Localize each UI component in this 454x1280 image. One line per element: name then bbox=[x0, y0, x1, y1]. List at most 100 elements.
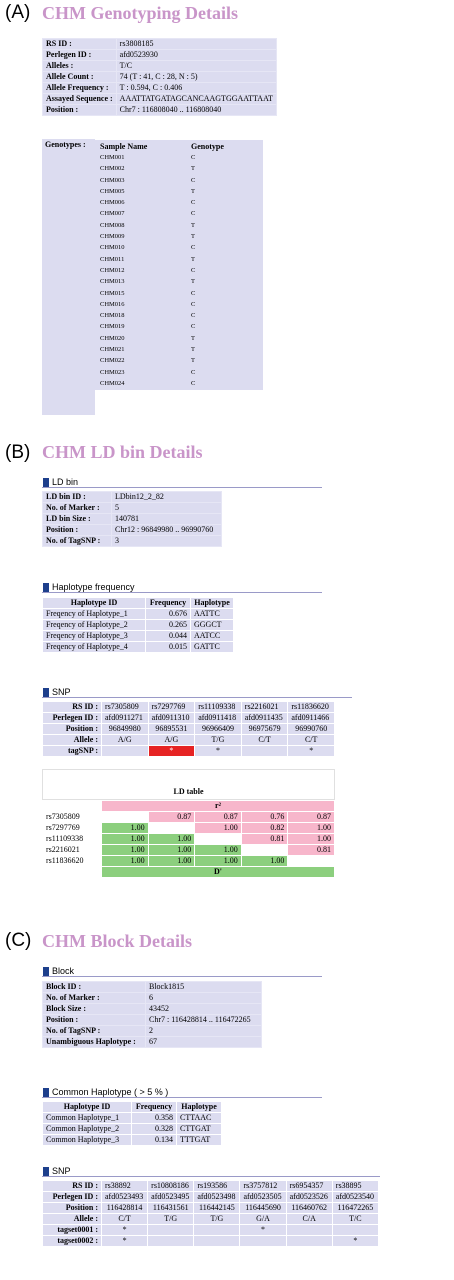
panel-b-title: CHM LD bin Details bbox=[42, 442, 203, 462]
genotypes-table: Sample Name Genotype CHM001 C CHM002 T CHM00… bbox=[95, 140, 263, 391]
ldbin-snp-heading: SNP bbox=[42, 687, 352, 698]
ld-dprime-value: 1.00 bbox=[148, 834, 195, 844]
column-header: Frequency bbox=[132, 1102, 176, 1112]
ld-row-name: rs2216021 bbox=[43, 845, 101, 855]
haplotype-sequence: CTTAAC bbox=[177, 1113, 221, 1123]
snp-row-label: Perlegen ID : bbox=[43, 713, 101, 723]
ld-corner bbox=[43, 801, 101, 811]
haplotype-id: Common Haplotype_3 bbox=[43, 1135, 131, 1145]
genotype-value: T bbox=[191, 357, 195, 365]
ld-r2-value: 0.87 bbox=[288, 812, 334, 822]
haplotype-sequence: AATCC bbox=[191, 631, 233, 641]
snp-row-label: tagset0002 : bbox=[43, 1236, 101, 1246]
genotype-row: CHM016 C bbox=[96, 300, 262, 310]
snp-value: rs38892 bbox=[102, 1181, 148, 1191]
snp-value bbox=[102, 746, 148, 756]
sample-name: CHM008 bbox=[100, 221, 125, 229]
ld-r2-value: 0.81 bbox=[288, 845, 334, 855]
info-row: Allele Count :74 (T : 41, C : 28, N : 5) bbox=[43, 72, 276, 82]
snp-value bbox=[194, 1225, 240, 1235]
genotype-value: C bbox=[191, 312, 196, 320]
ld-r2-value: 0.87 bbox=[148, 812, 195, 822]
info-label: Allele Frequency : bbox=[43, 83, 116, 93]
ld-row-name: rs7297769 bbox=[43, 823, 101, 833]
sample-name: CHM011 bbox=[100, 255, 125, 263]
ld-r2-value: 1.00 bbox=[288, 834, 334, 844]
snp-row: Position :116428814 116431561 116442145 116… bbox=[43, 1203, 378, 1213]
info-row: No. of Marker :6 bbox=[43, 993, 261, 1003]
header-row: Haplotype ID Frequency Haplotype bbox=[43, 598, 233, 608]
genotype-row: CHM013 T bbox=[96, 277, 262, 287]
snp-value: afd0911466 bbox=[288, 713, 334, 723]
snp-row-label: Position : bbox=[43, 724, 101, 734]
info-row: Allele Frequency :T : 0.594, C : 0.406 bbox=[43, 83, 276, 93]
ld-r2-header-row: r² bbox=[43, 801, 334, 811]
info-row: Position : Chr7 : 116428814 .. 116472265 bbox=[43, 1015, 261, 1025]
snp-row: Perlegen ID : afd0523493 afd0523495 afd0523… bbox=[43, 1192, 378, 1202]
info-label: No. of Marker : bbox=[43, 993, 145, 1003]
column-header: Haplotype ID bbox=[43, 1102, 131, 1112]
common-haplotype-heading: Common Haplotype ( > 5 % ) bbox=[42, 1087, 322, 1098]
genotyping-info-table: RS ID : rs3808185 Perlegen ID : afd0523930 A… bbox=[42, 38, 277, 116]
info-value: Chr7 : 116808040 .. 116808040 bbox=[116, 105, 276, 115]
ld-row: rs7305809 0.87 0.87 0.76 0.87 bbox=[43, 812, 334, 822]
info-value: 5 bbox=[112, 503, 221, 513]
snp-value: 116431561 bbox=[148, 1203, 194, 1213]
genotype-row: CHM022 T bbox=[96, 356, 262, 366]
ld-diagonal bbox=[102, 812, 148, 822]
sample-name: CHM009 bbox=[100, 233, 125, 241]
ld-dprime-value: 1.00 bbox=[148, 856, 195, 866]
info-row: Block ID : Block1815 bbox=[43, 982, 261, 992]
snp-value bbox=[332, 1225, 378, 1235]
snp-value: T/C bbox=[332, 1214, 378, 1224]
info-value: Block1815 bbox=[146, 982, 261, 992]
ld-dprime-value: 1.00 bbox=[102, 834, 148, 844]
genotype-header: Genotype bbox=[187, 141, 262, 152]
sample-name: CHM003 bbox=[100, 176, 125, 184]
snp-value: T/G bbox=[148, 1214, 194, 1224]
sample-name: CHM013 bbox=[100, 278, 125, 286]
genotype-value: C bbox=[191, 300, 196, 308]
genotype-value: C bbox=[191, 368, 196, 376]
snp-value bbox=[148, 1225, 194, 1235]
ld-dprime-value: 1.00 bbox=[195, 856, 241, 866]
haplotype-frequency-table: Haplotype ID Frequency Haplotype Freqency o… bbox=[42, 597, 234, 653]
panel-a-letter: (A) bbox=[5, 2, 31, 23]
snp-row: RS ID : rs38892 rs10808186 rs193586 rs375781… bbox=[43, 1181, 378, 1191]
info-label: RS ID : bbox=[43, 39, 116, 49]
ld-dprime-footer: D' bbox=[102, 867, 334, 877]
genotype-value: T bbox=[191, 334, 195, 342]
common-haplotype-row: Common Haplotype_1 0.358 CTTAAC bbox=[43, 1113, 221, 1123]
snp-value: 116442145 bbox=[194, 1203, 240, 1213]
snp-value: 116445690 bbox=[240, 1203, 286, 1213]
column-header: Frequency bbox=[146, 598, 190, 608]
snp-value: 96895531 bbox=[148, 724, 195, 734]
info-value: LDbin12_2_82 bbox=[112, 492, 221, 502]
snp-row-label: tagset0001 : bbox=[43, 1225, 101, 1235]
haplotype-id: Common Haplotype_1 bbox=[43, 1113, 131, 1123]
snp-value: * bbox=[148, 746, 195, 756]
snp-value: * bbox=[332, 1236, 378, 1246]
ld-r2-value: 1.00 bbox=[195, 823, 241, 833]
genotype-row: CHM008 T bbox=[96, 221, 262, 231]
block-snp-table: RS ID : rs38892 rs10808186 rs193586 rs375781… bbox=[42, 1180, 379, 1247]
ld-corner bbox=[43, 867, 101, 877]
info-value: Chr7 : 116428814 .. 116472265 bbox=[146, 1015, 261, 1025]
genotype-value: T bbox=[191, 187, 195, 195]
info-value: T : 0.594, C : 0.406 bbox=[116, 83, 276, 93]
haplotype-sequence: GATTC bbox=[191, 642, 233, 652]
genotype-row: CHM005 T bbox=[96, 187, 262, 197]
genotype-row: CHM018 C bbox=[96, 311, 262, 321]
info-value: AAATTATGATAGCANCAAGTGGAATTAAT bbox=[116, 94, 276, 104]
snp-value: 96849980 bbox=[102, 724, 148, 734]
snp-row: RS ID : rs7305809 rs7297769 rs11109338 rs221… bbox=[43, 702, 334, 712]
sample-name: CHM019 bbox=[100, 323, 125, 331]
genotype-row: CHM010 C bbox=[96, 243, 262, 253]
snp-value: * bbox=[240, 1225, 286, 1235]
snp-value: afd0523493 bbox=[102, 1192, 148, 1202]
info-row: Unambiguous Haplotype :67 bbox=[43, 1037, 261, 1047]
haplotype-frequency: 0.676 bbox=[146, 609, 190, 619]
snp-value: afd0523526 bbox=[286, 1192, 332, 1202]
genotype-row: CHM024 C bbox=[96, 379, 262, 389]
info-label: Allele Count : bbox=[43, 72, 116, 82]
